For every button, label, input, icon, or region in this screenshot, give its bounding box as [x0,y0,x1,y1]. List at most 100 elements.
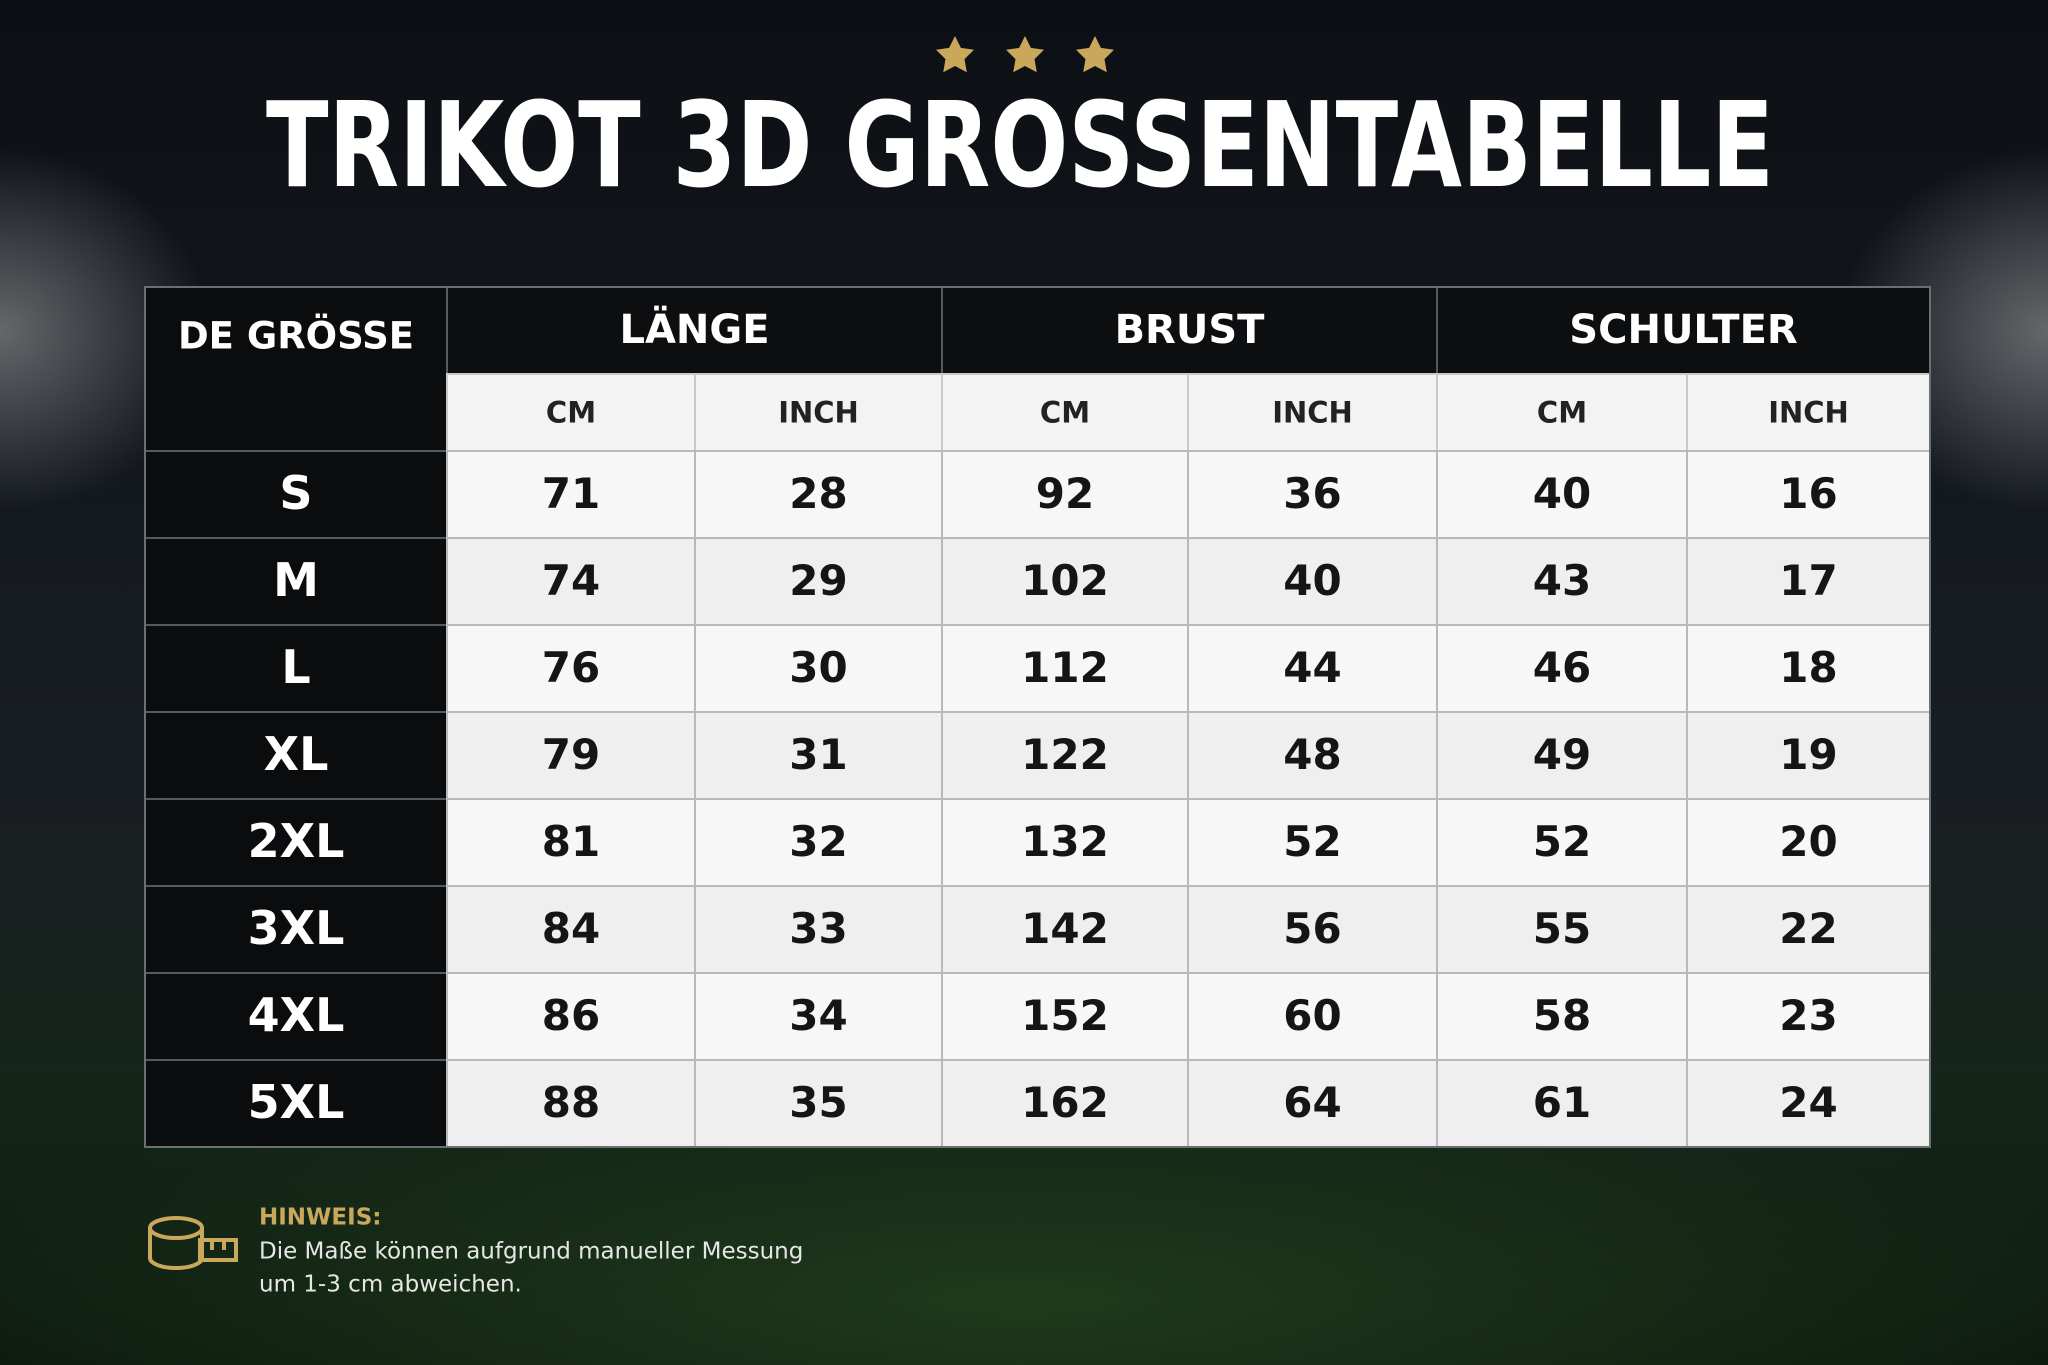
cell-value: 152 [1021,991,1109,1040]
cell [941,711,1189,800]
cell [1686,1059,1931,1148]
unit-header: CM [1040,396,1090,430]
size-label: 5XL [248,1075,345,1129]
cell-value: 34 [789,991,847,1040]
cell-value: 40 [1533,469,1591,518]
cell-value: 88 [542,1078,600,1127]
cell-value: 30 [789,643,847,692]
cell-value: 86 [542,991,600,1040]
cell [1686,624,1931,713]
size-label: L [281,640,310,694]
cell [941,798,1189,887]
cell-value: 31 [789,730,847,779]
note-line: um 1-3 cm abweichen. [259,1272,522,1298]
cell-value: 112 [1021,643,1109,692]
cell [1686,885,1931,974]
cell [446,1059,696,1148]
cell [1436,798,1688,887]
cell-value: 48 [1283,730,1341,779]
size-label: S [279,466,312,520]
cell-value: 142 [1021,904,1109,953]
cell [1436,450,1688,539]
table-border [144,286,1931,1148]
cell-value: 24 [1779,1078,1837,1127]
star [1006,36,1044,73]
cell-value: 58 [1533,991,1591,1040]
cell [1436,624,1688,713]
cell-value: 92 [1036,469,1094,518]
unit-cell [941,373,1189,452]
cell [1686,711,1931,800]
size-label: 3XL [248,901,345,955]
cell [1436,711,1688,800]
cell-value: 162 [1021,1078,1109,1127]
cell [694,798,943,887]
cell-value: 76 [542,643,600,692]
cell-value: 79 [542,730,600,779]
cell-value: 17 [1779,556,1837,605]
cell-value: 52 [1283,817,1341,866]
cell-value: 36 [1283,469,1341,518]
unit-header: INCH [1768,396,1849,430]
title: TRIKOT 3D GROSSENTABELLE [266,76,1774,214]
cell [1187,711,1438,800]
cell [1686,537,1931,626]
size-label: 4XL [248,988,345,1042]
cell [694,450,943,539]
cell [941,1059,1189,1148]
star [1076,36,1114,73]
cell [1436,885,1688,974]
cell [446,972,696,1061]
cell-value: 132 [1021,817,1109,866]
cell-value: 19 [1779,730,1837,779]
cell [1436,972,1688,1061]
cell [941,624,1189,713]
group-header: SCHULTER [1569,307,1797,353]
cell-value: 74 [542,556,600,605]
group-header-cell [1436,286,1931,375]
cell-value: 23 [1779,991,1837,1040]
note-label: HINWEIS: [259,1205,381,1231]
cell-value: 61 [1533,1078,1591,1127]
cell [1187,885,1438,974]
cell-value: 52 [1533,817,1591,866]
cell-value: 55 [1533,904,1591,953]
size-label: 2XL [248,814,345,868]
tape-icon [148,1216,238,1270]
cell [694,711,943,800]
cell-value: 49 [1533,730,1591,779]
cell-value: 43 [1533,556,1591,605]
cell [1187,1059,1438,1148]
cell-value: 64 [1283,1078,1341,1127]
cell-value: 28 [789,469,847,518]
cell-value: 56 [1283,904,1341,953]
unit-header: CM [1537,396,1587,430]
cell-value: 46 [1533,643,1591,692]
size-label: XL [264,727,329,781]
cell [1187,972,1438,1061]
cell-value: 29 [789,556,847,605]
cell [694,1059,943,1148]
cell-value: 18 [1779,643,1837,692]
cell-value: 84 [542,904,600,953]
cell-value: 32 [789,817,847,866]
note-line: Die Maße können aufgrund manueller Messu… [259,1239,803,1265]
group-header-cell [941,286,1438,375]
star [936,36,974,73]
unit-header: INCH [1272,396,1353,430]
cell-value: 20 [1779,817,1837,866]
cell [1187,624,1438,713]
cell-value: 122 [1021,730,1109,779]
cell-value: 44 [1283,643,1341,692]
cell-value: 60 [1283,991,1341,1040]
size-label: M [273,553,319,607]
cell-value: 71 [542,469,600,518]
unit-header: CM [546,396,596,430]
group-header: BRUST [1115,307,1266,353]
cell [1187,537,1438,626]
cell-value: 102 [1021,556,1109,605]
group-header: LÄNGE [619,305,769,353]
cell-value: 35 [789,1078,847,1127]
unit-header: INCH [778,396,859,430]
